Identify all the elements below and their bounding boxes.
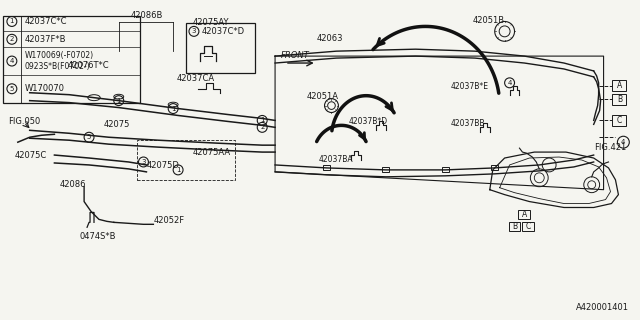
Text: 42075D: 42075D <box>147 161 179 170</box>
Bar <box>509 222 520 231</box>
Bar <box>3 16 140 103</box>
Text: 42037C*C: 42037C*C <box>25 17 67 26</box>
Text: W170069(-F0702): W170069(-F0702) <box>25 51 94 60</box>
Text: 3: 3 <box>141 159 146 165</box>
Text: 1: 1 <box>10 19 14 24</box>
Text: 5: 5 <box>87 134 92 140</box>
Text: 42037BA: 42037BA <box>319 155 353 164</box>
Bar <box>186 23 255 73</box>
Text: 1: 1 <box>260 117 264 124</box>
Bar <box>442 167 449 172</box>
Text: A: A <box>522 211 527 220</box>
Text: A420001401: A420001401 <box>576 303 629 312</box>
Text: 1: 1 <box>171 106 175 112</box>
Text: W170070: W170070 <box>25 84 65 93</box>
Text: 1: 1 <box>176 167 180 173</box>
Text: 42051A: 42051A <box>307 92 339 101</box>
Text: B: B <box>512 222 517 231</box>
Text: 4: 4 <box>10 58 14 64</box>
Text: A: A <box>617 81 622 90</box>
Text: B: B <box>617 95 622 104</box>
Text: 42051B: 42051B <box>473 16 505 26</box>
Text: 42075AA: 42075AA <box>193 148 231 157</box>
Bar <box>612 80 627 91</box>
Text: 42075C: 42075C <box>15 151 47 160</box>
Bar <box>323 165 330 170</box>
Text: 42086: 42086 <box>60 180 86 189</box>
Text: 4: 4 <box>621 139 625 145</box>
Bar <box>612 94 627 105</box>
Bar <box>612 116 627 126</box>
Text: 42052F: 42052F <box>154 216 184 225</box>
Text: 42076T*C: 42076T*C <box>67 61 109 70</box>
Text: 42086B: 42086B <box>131 11 163 20</box>
Text: 42037B*D: 42037B*D <box>348 117 387 126</box>
Text: C: C <box>525 222 531 231</box>
Text: 4: 4 <box>508 80 512 86</box>
Text: FIG.421: FIG.421 <box>594 143 626 152</box>
Text: 42037C*D: 42037C*D <box>202 27 245 36</box>
Text: 42037BB: 42037BB <box>450 119 484 128</box>
Text: 3: 3 <box>192 28 196 34</box>
Text: 42037CA: 42037CA <box>176 74 214 83</box>
Text: 42075AY: 42075AY <box>193 19 230 28</box>
Bar <box>383 167 389 172</box>
Text: FRONT: FRONT <box>280 51 309 60</box>
Text: C: C <box>617 116 622 125</box>
Bar <box>522 222 534 231</box>
Text: 42037B*E: 42037B*E <box>450 82 488 91</box>
Bar <box>136 140 236 180</box>
Bar <box>518 211 531 220</box>
Text: 2: 2 <box>10 36 14 42</box>
Text: 0923S*B(F0702-): 0923S*B(F0702-) <box>25 62 90 71</box>
Text: 0474S*B: 0474S*B <box>79 232 116 241</box>
Text: 42075: 42075 <box>104 120 131 129</box>
Text: 42063: 42063 <box>317 34 343 43</box>
Text: 1: 1 <box>116 98 121 104</box>
Bar <box>492 165 498 170</box>
Text: 5: 5 <box>10 86 14 92</box>
Text: 2: 2 <box>260 124 264 130</box>
Text: FIG.050: FIG.050 <box>8 117 40 126</box>
Text: 42037F*B: 42037F*B <box>25 35 66 44</box>
